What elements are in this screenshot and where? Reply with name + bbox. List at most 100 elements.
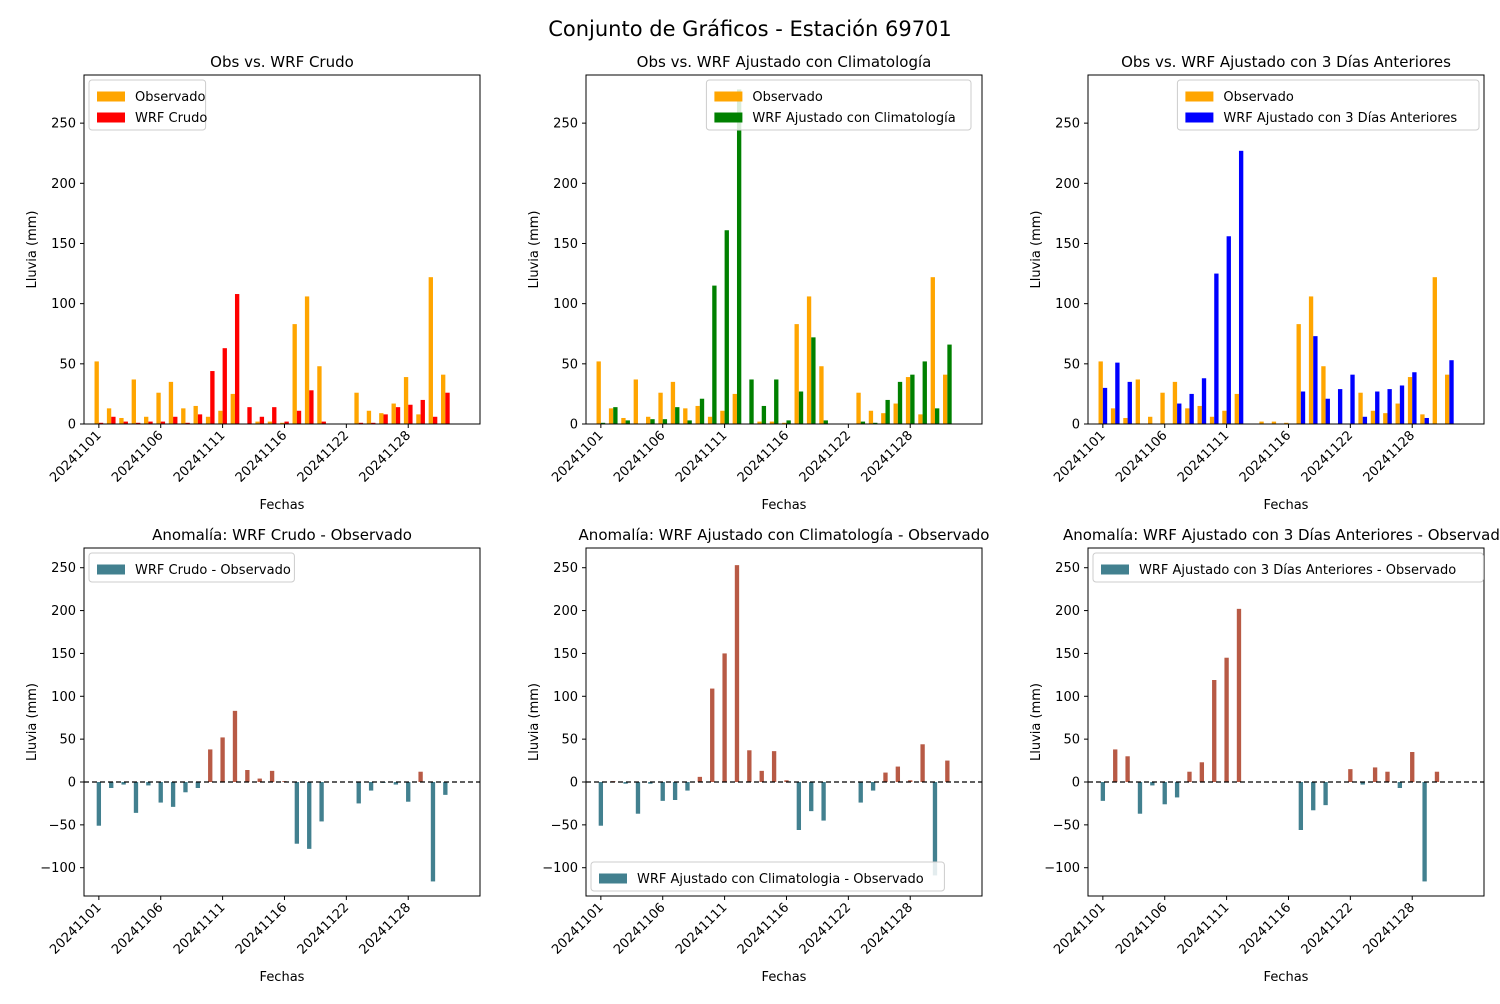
bar: [181, 408, 186, 424]
axes-frame: [585, 547, 983, 897]
bar: [1199, 762, 1205, 782]
y-axis-label: Lluvia (mm): [1029, 683, 1044, 761]
y-tick-label: 0: [570, 418, 578, 433]
bar: [934, 408, 940, 424]
bar: [371, 422, 376, 424]
bar: [660, 782, 665, 801]
bar: [1212, 680, 1217, 782]
x-tick-label: 20241101: [549, 428, 606, 485]
bar: [98, 422, 104, 424]
x-tick-label: 20241111: [1175, 900, 1232, 957]
series-2: [600, 89, 952, 424]
axes-frame: [83, 74, 481, 425]
bar: [158, 782, 163, 803]
x-tick-label: 20241128: [357, 900, 414, 957]
plot-area: [1088, 608, 1484, 882]
y-tick-label: 0: [68, 418, 76, 433]
bar: [146, 782, 151, 786]
bar: [420, 399, 425, 424]
y-tick-label: 250: [1055, 561, 1080, 576]
bar: [868, 410, 874, 424]
bar: [1362, 416, 1368, 424]
bar: [1201, 378, 1207, 424]
bar: [613, 407, 618, 424]
bar: [895, 766, 901, 782]
y-tick-label: 100: [1055, 297, 1080, 312]
bar: [210, 371, 215, 424]
legend-label: WRF Crudo: [135, 111, 207, 126]
x-tick-label: 20241116: [1237, 428, 1294, 485]
bar: [1100, 782, 1106, 801]
bar: [1298, 782, 1304, 830]
axes-frame: [83, 547, 481, 897]
bar: [699, 398, 705, 424]
plot-area: [586, 565, 982, 876]
bar: [1395, 403, 1400, 424]
bar: [1410, 752, 1415, 782]
bar: [1234, 393, 1239, 424]
bar: [893, 403, 898, 424]
bar: [695, 405, 700, 424]
bar: [321, 421, 326, 424]
bar: [1321, 366, 1326, 424]
bar: [208, 749, 213, 782]
bar: [156, 392, 161, 424]
x-tick-label: 20241101: [1051, 900, 1108, 957]
legend: WRF Ajustado con 3 Días Anteriores - Obs…: [1092, 552, 1484, 583]
bar: [307, 782, 312, 849]
bar: [197, 414, 203, 424]
bar: [430, 782, 436, 882]
legend-label: Observado: [135, 90, 206, 105]
bar: [144, 416, 149, 424]
bar: [269, 770, 275, 782]
y-tick-label: −50: [1053, 818, 1080, 833]
bar: [220, 737, 225, 782]
legend-swatch: [714, 112, 743, 123]
bar: [1397, 782, 1403, 788]
y-tick-label: 150: [553, 647, 578, 662]
bar: [284, 421, 289, 424]
bar: [234, 294, 240, 424]
axes-frame: [1087, 547, 1485, 897]
bar: [1214, 273, 1219, 424]
x-tick-label: 20241106: [1113, 428, 1170, 485]
y-tick-label: −50: [551, 818, 578, 833]
x-tick-label: 20241101: [1051, 428, 1108, 485]
bar: [441, 374, 446, 424]
bar: [870, 782, 876, 791]
bar: [1123, 417, 1128, 424]
y-axis-label: Lluvia (mm): [25, 683, 40, 761]
bar: [255, 421, 260, 424]
x-tick-label: 20241101: [549, 900, 606, 957]
bar: [1160, 392, 1165, 424]
bar: [881, 413, 886, 424]
bar: [1432, 277, 1437, 424]
bar: [1399, 385, 1405, 424]
y-axis-label: Lluvia (mm): [527, 211, 542, 289]
bar: [131, 379, 136, 424]
x-axis-label: Fechas: [762, 970, 807, 985]
bar: [1313, 336, 1318, 424]
bar: [598, 782, 604, 826]
bar: [823, 420, 828, 424]
bar: [267, 421, 273, 424]
bar: [819, 366, 824, 424]
bar: [720, 410, 725, 424]
plot-area: [596, 89, 952, 424]
x-tick-label: 20241116: [1237, 900, 1294, 957]
bar: [1370, 410, 1376, 424]
bar: [1226, 236, 1231, 424]
bar: [724, 230, 729, 424]
bar: [160, 421, 166, 424]
bar: [1434, 771, 1440, 782]
bar: [759, 770, 764, 782]
bar: [856, 392, 861, 424]
bar: [635, 782, 641, 814]
bar: [319, 782, 324, 822]
legend-box: [705, 79, 972, 131]
x-tick-label: 20241106: [611, 428, 668, 485]
subplot-title: Anomalía: WRF Ajustado con Climatología …: [579, 526, 990, 544]
bar: [1189, 393, 1194, 424]
x-tick-label: 20241111: [171, 428, 228, 485]
